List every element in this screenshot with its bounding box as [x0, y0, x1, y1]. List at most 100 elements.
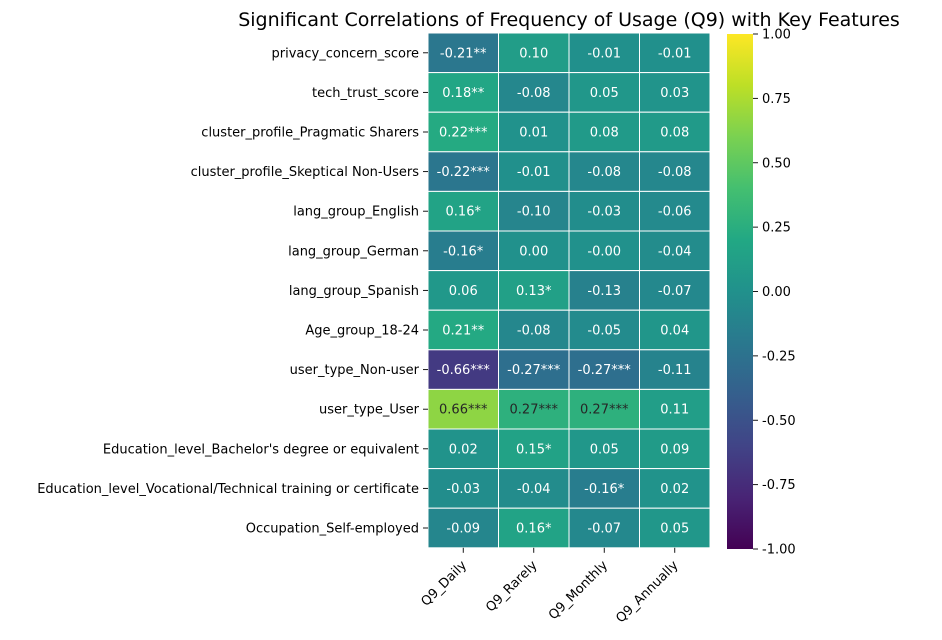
row-label: user_type_User: [319, 403, 420, 418]
colorbar-tick-label: 1.00: [762, 28, 791, 43]
cell-annotation: 0.22***: [439, 126, 488, 141]
cell-annotation: -0.08: [587, 165, 621, 180]
colorbar-tick-label: -0.75: [762, 478, 796, 493]
cell-annotation: 0.05: [590, 442, 619, 457]
cell-annotation: -0.11: [658, 363, 692, 378]
cell-annotation: -0.04: [517, 482, 551, 497]
cell-annotation: -0.07: [658, 284, 692, 299]
cell-annotation: 0.02: [660, 482, 689, 497]
column-labels: Q9_Daily Q9_Rarely Q9_Monthly Q9_Annually: [419, 547, 682, 626]
row-label: cluster_profile_Pragmatic Sharers: [201, 126, 419, 141]
cell-annotation: 0.03: [660, 86, 689, 101]
heatmap-cell: [639, 349, 711, 390]
heatmap-cell: [568, 507, 640, 549]
column-label: Q9_Monthly: [546, 558, 611, 623]
heatmap-cell: [568, 230, 640, 272]
heatmap-cell: [427, 468, 499, 509]
heatmap-cell: [639, 72, 711, 113]
cell-annotation: -0.21**: [440, 46, 487, 61]
colorbar-tick-label: 0.00: [762, 285, 791, 300]
cell-annotation: -0.03: [446, 482, 480, 497]
row-label: lang_group_Spanish: [289, 284, 419, 299]
heatmap-cells: -0.21** 0.10 -0.01 -0.01 0.18** -0.08 0.05 0.03…: [427, 32, 711, 549]
row-label: lang_group_German: [288, 244, 419, 259]
row-label: Age_group_18-24: [305, 324, 419, 339]
colorbar: -1.00 -0.75 -0.50 -0.25 0.00 0.25 0.50 0.75 1.00: [727, 28, 796, 558]
colorbar-tick-label: -1.00: [762, 543, 796, 558]
row-labels: privacy_concern_score tech_trust_scoreclu…: [37, 46, 428, 537]
heatmap-cell: [498, 230, 570, 272]
heatmap-cell: [568, 32, 640, 74]
cell-annotation: -0.05: [587, 324, 621, 339]
column-label: Q9_Daily: [419, 558, 471, 610]
row-label: Education_level_Vocational/Technical tra…: [37, 482, 419, 497]
cell-annotation: 0.27***: [510, 403, 559, 418]
cell-annotation: 0.08: [660, 126, 689, 141]
cell-annotation: -0.00: [587, 244, 621, 259]
heatmap-cell: [498, 72, 570, 113]
cell-annotation: 0.00: [519, 244, 548, 259]
cell-annotation: -0.22***: [437, 165, 491, 180]
heatmap-cell: [427, 309, 499, 351]
cell-annotation: 0.21**: [442, 324, 484, 339]
cell-annotation: 0.13*: [516, 284, 552, 299]
heatmap-cell: [498, 111, 570, 153]
cell-annotation: 0.09: [660, 442, 689, 457]
cell-annotation: 0.04: [660, 324, 689, 339]
cell-annotation: -0.07: [587, 522, 621, 537]
cell-annotation: 0.66***: [439, 403, 488, 418]
colorbar-tick-label: 0.25: [762, 221, 791, 236]
cell-annotation: -0.27***: [578, 363, 632, 378]
heatmap-cell: [568, 309, 640, 351]
cell-annotation: 0.10: [519, 46, 548, 61]
cell-annotation: -0.04: [658, 244, 692, 259]
cell-annotation: -0.06: [658, 205, 692, 220]
cell-annotation: -0.01: [658, 46, 692, 61]
cell-annotation: 0.08: [590, 126, 619, 141]
column-label: Q9_Rarely: [483, 558, 541, 616]
cell-annotation: -0.01: [517, 165, 551, 180]
cell-annotation: 0.18**: [442, 86, 484, 101]
cell-annotation: -0.08: [517, 324, 551, 339]
cell-annotation: 0.16*: [516, 522, 552, 537]
heatmap-cell: [639, 190, 711, 232]
cell-annotation: 0.11: [660, 403, 689, 418]
heatmap-cell: [639, 468, 711, 509]
colorbar-tick-label: 0.50: [762, 156, 791, 171]
cell-annotation: 0.05: [660, 522, 689, 537]
heatmap-cell: [498, 507, 570, 549]
cell-annotation: -0.27***: [507, 363, 561, 378]
row-label: lang_group_English: [293, 205, 419, 220]
cell-annotation: -0.03: [587, 205, 621, 220]
heatmap-cell: [498, 32, 570, 74]
row-label: Education_level_Bachelor's degree or equ…: [103, 442, 419, 457]
row-label: Occupation_Self-employed: [246, 522, 419, 537]
column-label: Q9_Annually: [613, 558, 681, 626]
heatmap-cell: [639, 270, 711, 311]
heatmap-cell: [639, 230, 711, 272]
cell-annotation: -0.09: [446, 522, 480, 537]
heatmap-cell: [568, 190, 640, 232]
heatmap-cell: [568, 270, 640, 311]
heatmap-cell: [427, 507, 499, 549]
cell-annotation: -0.16*: [584, 482, 625, 497]
row-label: privacy_concern_score: [272, 46, 419, 61]
heatmap-cell: [639, 32, 711, 74]
chart-title: Significant Correlations of Frequency of…: [238, 9, 900, 31]
cell-annotation: -0.01: [587, 46, 621, 61]
heatmap-cell: [427, 230, 499, 272]
cell-annotation: 0.15*: [516, 442, 552, 457]
cell-annotation: -0.10: [517, 205, 551, 220]
cell-annotation: 0.02: [449, 442, 478, 457]
heatmap-cell: [498, 151, 570, 192]
heatmap-cell: [498, 190, 570, 232]
heatmap-cell: [427, 32, 499, 74]
cell-annotation: -0.08: [658, 165, 692, 180]
cell-annotation: 0.01: [519, 126, 548, 141]
heatmap-cell: [427, 388, 499, 430]
heatmap-cell: [639, 151, 711, 192]
row-label: user_type_Non-user: [290, 363, 420, 378]
heatmap-cell: [639, 111, 711, 153]
cell-annotation: -0.16*: [443, 244, 484, 259]
